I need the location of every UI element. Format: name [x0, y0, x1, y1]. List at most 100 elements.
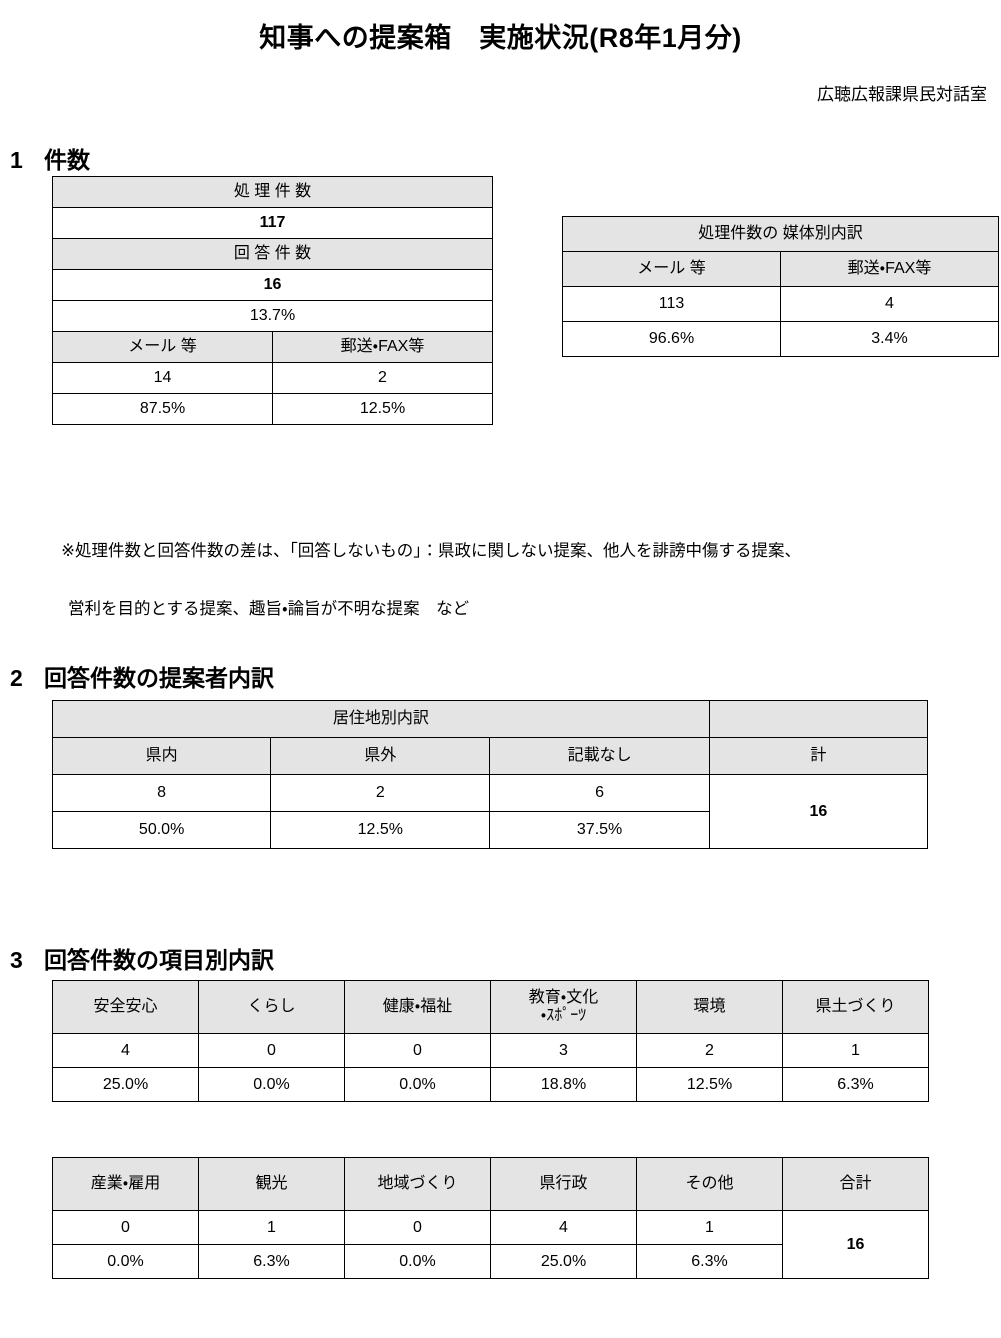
- table-row: 処理件数の 媒体別内訳: [561, 216, 1000, 252]
- channel-header-postfax: 郵送・FAX等: [272, 331, 493, 363]
- media-value-postfax: 4: [779, 286, 1000, 322]
- item-percent-safety: 25.0%: [52, 1067, 199, 1102]
- resident-header-inside: 県内: [51, 737, 272, 775]
- channel-percent-postfax: 12.5%: [272, 393, 493, 425]
- table-row: メール 等 郵送・FAX等: [562, 251, 1000, 287]
- item-value-other: 1: [636, 1210, 783, 1245]
- table-row: 50.0% 12.5% 37.5%: [51, 811, 928, 849]
- table-row: 産業・雇用 観光 地域づくり 県行政 その他 合計: [52, 1157, 929, 1211]
- item-value-health: 0: [344, 1033, 491, 1068]
- item-percent-health: 0.0%: [344, 1067, 491, 1102]
- table-row: 25.0% 0.0% 0.0% 18.8% 12.5% 6.3%: [52, 1067, 929, 1102]
- item-header-education: 教育・文化 ・ｽﾎﾟｰﾂ: [490, 980, 637, 1034]
- item-value-education: 3: [490, 1033, 637, 1068]
- table-row: 居住地別内訳: [52, 700, 929, 738]
- channel-header-mail: メール 等: [52, 331, 273, 363]
- resident-header-outside: 県外: [270, 737, 491, 775]
- item-percent-tourism: 6.3%: [198, 1244, 345, 1279]
- channel-value-mail: 14: [52, 362, 273, 394]
- answered-count-percent: 13.7%: [52, 300, 493, 332]
- item-header-community: 地域づくり: [344, 1157, 491, 1211]
- resident-total-spacer: [708, 700, 929, 738]
- footnote: ※処理件数と回答件数の差は、「回答しないもの」：県政に関しない提案、他人を誹謗中…: [52, 508, 801, 652]
- footnote-line-1: ※処理件数と回答件数の差は、「回答しないもの」：県政に関しない提案、他人を誹謗中…: [61, 541, 801, 560]
- section-title-2: 回答件数の提案者内訳: [44, 665, 274, 691]
- item-header-education-line1: 教育・文化: [528, 989, 599, 1007]
- resident-value-unspecified: 6: [489, 774, 710, 812]
- item-header-tourism: 観光: [198, 1157, 345, 1211]
- item-header-industry: 産業・雇用: [52, 1157, 199, 1211]
- resident-group-header: 居住地別内訳: [52, 700, 710, 738]
- table-row: 0.0% 6.3% 0.0% 25.0% 6.3%: [52, 1244, 929, 1279]
- item-percent-community: 0.0%: [344, 1244, 491, 1279]
- section-title-3: 回答件数の項目別内訳: [44, 947, 274, 973]
- answered-count-header: 回 答 件 数: [52, 238, 493, 270]
- table-row: 87.5% 12.5%: [52, 393, 493, 425]
- item-header-administration: 県行政: [490, 1157, 637, 1211]
- table-row: 回 答 件 数: [52, 238, 493, 270]
- items-breakdown-table-b: 産業・雇用 観光 地域づくり 県行政 その他 合計 0 1 0 4 1 16 0…: [52, 1157, 929, 1279]
- table-row: 96.6% 3.4%: [562, 321, 1000, 357]
- item-percent-education: 18.8%: [490, 1067, 637, 1102]
- media-percent-mail: 96.6%: [562, 321, 781, 357]
- table-row: 14 2: [52, 362, 493, 394]
- media-value-mail: 113: [562, 286, 781, 322]
- processed-count-value: 117: [52, 207, 493, 239]
- resident-percent-inside: 50.0%: [51, 811, 272, 849]
- media-header-mail: メール 等: [562, 251, 781, 287]
- resident-value-inside: 8: [51, 774, 272, 812]
- counts-table: 処 理 件 数 117 回 答 件 数 16 13.7% メール 等 郵送・FA…: [52, 176, 493, 425]
- table-row: 4 0 0 3 2 1: [52, 1033, 929, 1068]
- channel-value-postfax: 2: [272, 362, 493, 394]
- media-breakdown-table: 処理件数の 媒体別内訳 メール 等 郵送・FAX等 113 4 96.6% 3.…: [561, 216, 1000, 357]
- item-header-environment: 環境: [636, 980, 783, 1034]
- item-value-safety: 4: [52, 1033, 199, 1068]
- item-value-living: 0: [198, 1033, 345, 1068]
- section-number-1: 1: [10, 147, 23, 173]
- item-header-landdev: 県土づくり: [782, 980, 929, 1034]
- resident-header-total: 計: [708, 737, 929, 775]
- item-value-industry: 0: [52, 1210, 199, 1245]
- section-title-1: 件数: [44, 147, 90, 173]
- item-value-tourism: 1: [198, 1210, 345, 1245]
- resident-total-value: 16: [708, 774, 929, 849]
- resident-percent-outside: 12.5%: [270, 811, 491, 849]
- table-row: 117: [52, 207, 493, 239]
- item-header-other: その他: [636, 1157, 783, 1211]
- item-percent-administration: 25.0%: [490, 1244, 637, 1279]
- item-header-living: くらし: [198, 980, 345, 1034]
- table-row: メール 等 郵送・FAX等: [52, 331, 493, 363]
- section-number-2: 2: [10, 665, 23, 691]
- section-heading-2: 2 回答件数の提案者内訳: [10, 659, 274, 693]
- item-header-education-line2: ・ｽﾎﾟｰﾂ: [540, 1007, 587, 1024]
- department-label: 広聴広報課県民対話室: [817, 85, 987, 104]
- item-percent-industry: 0.0%: [52, 1244, 199, 1279]
- table-row: 113 4: [562, 286, 1000, 322]
- item-percent-living: 0.0%: [198, 1067, 345, 1102]
- table-row: 処 理 件 数: [52, 176, 493, 208]
- processed-count-header: 処 理 件 数: [52, 176, 493, 208]
- item-header-safety: 安全安心: [52, 980, 199, 1034]
- item-value-environment: 2: [636, 1033, 783, 1068]
- table-row: 8 2 6 16: [51, 774, 929, 849]
- item-value-landdev: 1: [782, 1033, 929, 1068]
- table-row: 県内 県外 記載なし 計: [51, 737, 929, 775]
- footnote-line-2: 営利を目的とする提案、趣旨・論旨が不明な提案 など: [68, 599, 470, 618]
- item-header-grandtotal: 合計: [782, 1157, 929, 1211]
- table-row: 安全安心 くらし 健康・福祉 教育・文化 ・ｽﾎﾟｰﾂ 環境 県土づくり: [52, 980, 929, 1034]
- item-percent-other: 6.3%: [636, 1244, 783, 1279]
- resident-percent-unspecified: 37.5%: [489, 811, 710, 849]
- table-row: 16: [52, 269, 493, 301]
- table-row: 13.7%: [52, 300, 493, 332]
- media-table-title: 処理件数の 媒体別内訳: [561, 216, 1000, 252]
- item-value-community: 0: [344, 1210, 491, 1245]
- media-percent-postfax: 3.4%: [779, 321, 1000, 357]
- table-row: 0 1 0 4 1 16: [52, 1210, 929, 1279]
- item-header-health: 健康・福祉: [344, 980, 491, 1034]
- channel-percent-mail: 87.5%: [52, 393, 273, 425]
- item-percent-environment: 12.5%: [636, 1067, 783, 1102]
- resident-breakdown-table: 居住地別内訳 県内 県外 記載なし 計 8 2 6 16 50.0% 12.5%…: [51, 700, 929, 849]
- resident-value-outside: 2: [270, 774, 491, 812]
- item-value-administration: 4: [490, 1210, 637, 1245]
- resident-header-unspecified: 記載なし: [489, 737, 710, 775]
